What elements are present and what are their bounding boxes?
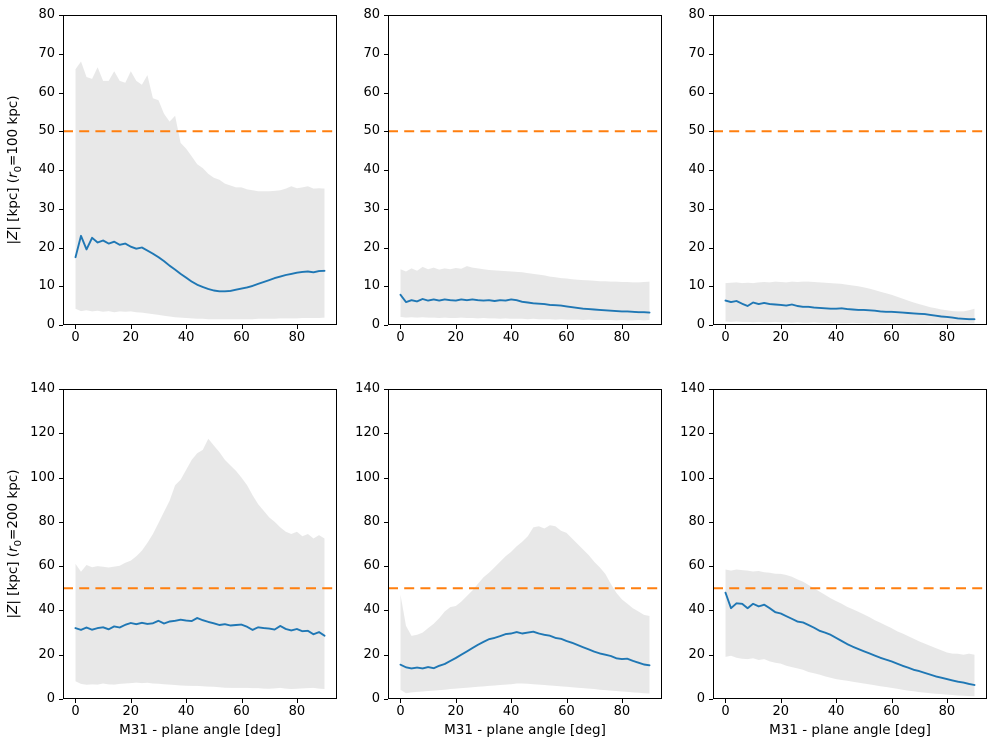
uncertainty-band [400,266,650,321]
median-line [74,617,326,637]
panel-r0c1 [384,15,662,329]
uncertainty-band [725,569,975,697]
median-line [399,630,651,670]
median-line [724,591,976,686]
panel-r1c1 [384,389,662,703]
panel-r0c0 [59,15,337,329]
axes-spines [388,389,662,699]
axes-spines [63,389,337,699]
axes-spines [713,15,987,325]
panel-r1c0 [59,389,337,703]
median-line [399,293,651,314]
panel-r0c2 [709,15,987,329]
uncertainty-band [75,438,325,689]
median-line [74,234,326,293]
panel-r1c2 [709,389,987,703]
axes-spines [388,15,662,325]
median-line [724,299,976,321]
uncertainty-band [75,61,325,320]
axes-spines [63,15,337,325]
uncertainty-band [400,525,650,694]
axes-spines [713,389,987,699]
